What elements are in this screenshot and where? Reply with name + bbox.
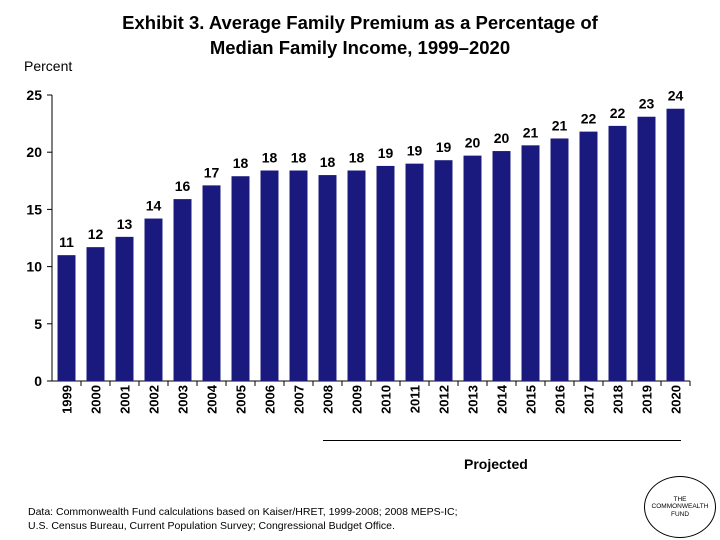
bar-2019: [637, 116, 656, 382]
x-tick-label-2018: 2018: [611, 385, 626, 414]
value-label-2004: 17: [204, 164, 220, 180]
x-tick-label-2003: 2003: [176, 385, 191, 414]
bar-2007: [289, 170, 308, 381]
y-tick-label: 10: [26, 259, 42, 275]
chart-title: Exhibit 3. Average Family Premium as a P…: [70, 10, 650, 60]
source-line-2: U.S. Census Bureau, Current Population S…: [28, 520, 395, 532]
value-label-2002: 14: [146, 198, 162, 214]
value-label-2007: 18: [291, 150, 307, 166]
bar-2020: [666, 108, 685, 381]
y-tick-label: 5: [34, 316, 42, 332]
x-tick-label-2014: 2014: [495, 384, 510, 414]
bar-2009: [347, 170, 366, 381]
value-label-2015: 21: [523, 124, 539, 140]
commonwealth-fund-logo: THE COMMONWEALTH FUND: [644, 476, 716, 538]
value-label-2010: 19: [378, 145, 394, 161]
y-tick-label: 20: [26, 144, 42, 160]
value-label-2009: 18: [349, 150, 365, 166]
y-axis-label: Percent: [24, 58, 73, 74]
logo-line-3: FUND: [670, 510, 690, 518]
value-label-2003: 16: [175, 178, 191, 194]
value-label-2005: 18: [233, 155, 249, 171]
x-tick-label-1999: 1999: [60, 385, 75, 414]
logo-line-2: COMMONWEALTH: [651, 503, 709, 511]
value-label-2020: 24: [668, 88, 684, 104]
bar-2003: [173, 199, 192, 381]
bar-2000: [86, 247, 105, 381]
chart-title-line1: Exhibit 3. Average Family Premium as a P…: [122, 12, 598, 33]
x-tick-label-2016: 2016: [553, 385, 568, 414]
value-label-2012: 19: [436, 139, 452, 155]
value-label-2019: 23: [639, 96, 655, 112]
x-tick-label-2009: 2009: [350, 385, 365, 414]
value-label-2006: 18: [262, 150, 278, 166]
x-tick-label-2001: 2001: [118, 385, 133, 414]
bar-2001: [115, 236, 134, 381]
x-tick-label-2020: 2020: [669, 385, 684, 414]
x-tick-label-2000: 2000: [89, 385, 104, 414]
x-tick-label-2011: 2011: [408, 385, 423, 413]
x-tick-label-2015: 2015: [524, 385, 539, 414]
source-note: Data: Commonwealth Fund calculations bas…: [28, 505, 458, 533]
bar-2004: [202, 185, 221, 381]
y-tick-label: 25: [26, 87, 42, 103]
bar-2011: [405, 163, 424, 381]
value-label-2008: 18: [320, 154, 336, 170]
value-label-2000: 12: [88, 226, 104, 242]
logo-line-1: THE: [673, 495, 687, 503]
bar-2010: [376, 165, 395, 381]
x-tick-label-2013: 2013: [466, 385, 481, 414]
bar-2005: [231, 176, 250, 381]
bar-2008: [318, 175, 337, 381]
x-tick-label-2007: 2007: [292, 385, 307, 414]
projected-bracket-line: [323, 440, 681, 441]
source-line-1: Data: Commonwealth Fund calculations bas…: [28, 506, 458, 518]
bar-2013: [463, 155, 482, 381]
bar-2017: [579, 131, 598, 381]
x-tick-label-2005: 2005: [234, 385, 249, 414]
x-tick-label-2017: 2017: [582, 385, 597, 414]
value-label-2001: 13: [117, 216, 133, 232]
bar-2015: [521, 145, 540, 381]
value-label-2013: 20: [465, 135, 481, 151]
bar-1999: [57, 255, 76, 381]
chart-title-line2: Median Family Income, 1999–2020: [209, 37, 511, 58]
value-label-2018: 22: [610, 105, 626, 121]
y-tick-label: 0: [34, 373, 42, 389]
bar-2002: [144, 218, 163, 381]
y-tick-label: 15: [26, 201, 42, 217]
bar-2012: [434, 160, 453, 381]
bar-2014: [492, 151, 511, 381]
x-tick-label-2002: 2002: [147, 385, 162, 414]
value-label-2017: 22: [581, 111, 597, 127]
x-tick-label-2010: 2010: [379, 385, 394, 414]
x-tick-label-2008: 2008: [321, 385, 336, 414]
x-tick-label-2012: 2012: [437, 385, 452, 414]
projected-label: Projected: [464, 456, 528, 472]
x-tick-label-2006: 2006: [263, 385, 278, 414]
value-label-2014: 20: [494, 130, 510, 146]
x-tick-label-2004: 2004: [205, 384, 220, 414]
bar-2016: [550, 138, 569, 381]
bar-2006: [260, 170, 279, 381]
value-label-1999: 11: [59, 234, 74, 250]
value-label-2016: 21: [552, 117, 568, 133]
x-tick-label-2019: 2019: [640, 385, 655, 414]
value-label-2011: 19: [407, 143, 423, 159]
bar-2018: [608, 125, 627, 381]
